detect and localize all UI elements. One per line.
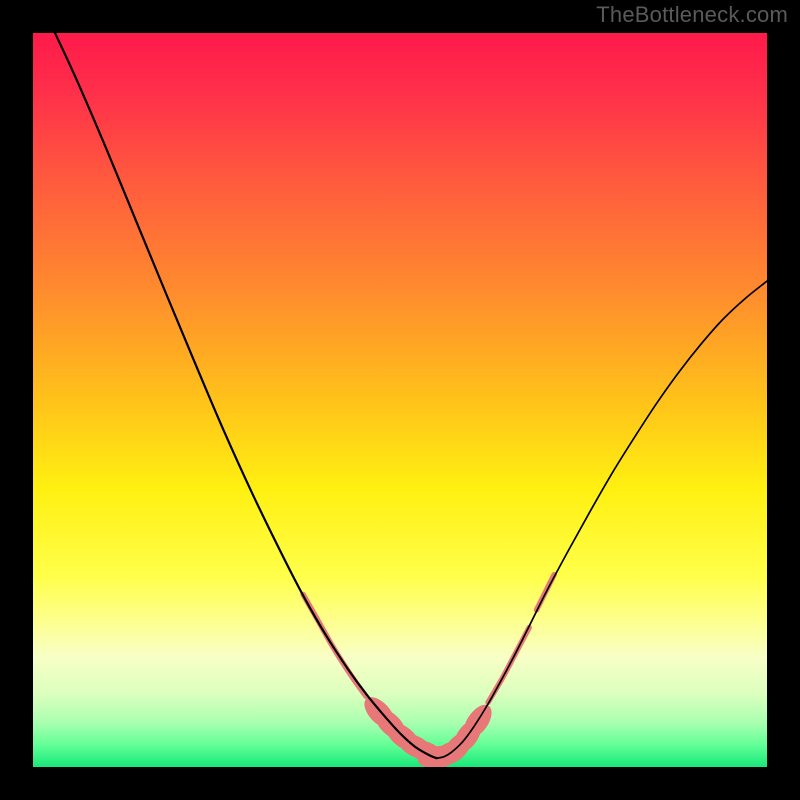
- gradient-background: [33, 33, 767, 767]
- plot-area: [33, 33, 767, 767]
- chart-frame: TheBottleneck.com: [0, 0, 800, 800]
- watermark-text: TheBottleneck.com: [596, 2, 788, 28]
- chart-svg: [33, 33, 767, 767]
